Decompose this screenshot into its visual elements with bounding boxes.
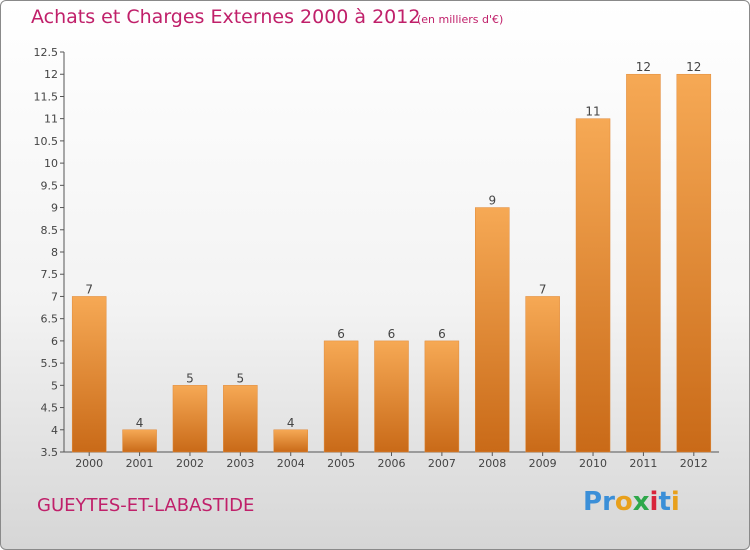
x-tick-label: 2012	[680, 457, 708, 470]
bar-value-label: 4	[287, 416, 295, 430]
bar-2010	[575, 118, 611, 453]
y-tick-label: 6	[51, 335, 58, 348]
y-tick-label: 12	[44, 68, 58, 81]
y-tick-label: 10.5	[34, 135, 59, 148]
bar-value-label: 11	[585, 105, 600, 119]
chart-subtitle: (en milliers d'€)	[417, 13, 504, 26]
bar-value-label: 6	[438, 327, 446, 341]
y-tick-label: 6.5	[41, 313, 59, 326]
bar-2007	[424, 340, 460, 453]
bar-2005	[323, 340, 359, 453]
x-tick-label: 2010	[579, 457, 607, 470]
bar-2000	[71, 296, 107, 453]
x-tick-label: 2001	[126, 457, 154, 470]
bar-2002	[172, 385, 208, 453]
commune-name: GUEYTES-ET-LABASTIDE	[37, 495, 255, 516]
bar-value-label: 7	[85, 282, 93, 296]
bar-2012	[676, 73, 712, 453]
bar-value-label: 12	[686, 60, 701, 74]
y-tick-label: 5.5	[41, 357, 59, 370]
y-tick-label: 8	[51, 246, 58, 259]
bar-2004	[273, 429, 308, 453]
y-tick-label: 11.5	[34, 90, 59, 103]
x-tick-label: 2011	[629, 457, 657, 470]
bar-2009	[525, 296, 560, 453]
bar-2011	[626, 73, 661, 453]
x-tick-label: 2003	[226, 457, 254, 470]
y-tick-label: 4.5	[41, 402, 59, 415]
y-tick-label: 5	[51, 379, 58, 392]
x-tick-label: 2006	[378, 457, 406, 470]
bar-value-label: 9	[488, 194, 496, 208]
x-tick-label: 2005	[327, 457, 355, 470]
chart-bars: 7 4 5 5 4 6 6 6 9 7 11 12 12	[71, 60, 712, 453]
proxiti-logo: Proxiti	[583, 487, 680, 517]
y-tick-label: 10	[44, 157, 58, 170]
x-tick-label: 2009	[529, 457, 557, 470]
bar-2001	[122, 429, 157, 453]
x-tick-label: 2004	[277, 457, 305, 470]
y-tick-label: 11	[44, 113, 58, 126]
bar-value-label: 6	[337, 327, 345, 341]
bar-2003	[223, 385, 258, 453]
bar-2006	[374, 340, 409, 453]
y-tick-label: 8.5	[41, 224, 59, 237]
y-tick-label: 4	[51, 424, 58, 437]
y-tick-label: 9	[51, 202, 58, 215]
y-tick-label: 3.5	[41, 446, 59, 459]
x-tick-label: 2007	[428, 457, 456, 470]
y-tick-label: 9.5	[41, 179, 59, 192]
chart-title: Achats et Charges Externes 2000 à 2012	[31, 6, 421, 28]
bar-2008	[475, 207, 510, 453]
bar-value-label: 5	[237, 371, 245, 385]
x-tick-label: 2000	[75, 457, 103, 470]
bar-value-label: 7	[539, 282, 547, 296]
y-tick-label: 7.5	[41, 268, 59, 281]
bar-value-label: 6	[388, 327, 396, 341]
y-tick-label: 12.5	[34, 46, 59, 59]
x-tick-label: 2002	[176, 457, 204, 470]
y-tick-label: 7	[51, 290, 58, 303]
bar-value-label: 5	[186, 371, 194, 385]
bar-value-label: 4	[136, 416, 144, 430]
x-tick-label: 2008	[478, 457, 506, 470]
bar-value-label: 12	[636, 60, 651, 74]
